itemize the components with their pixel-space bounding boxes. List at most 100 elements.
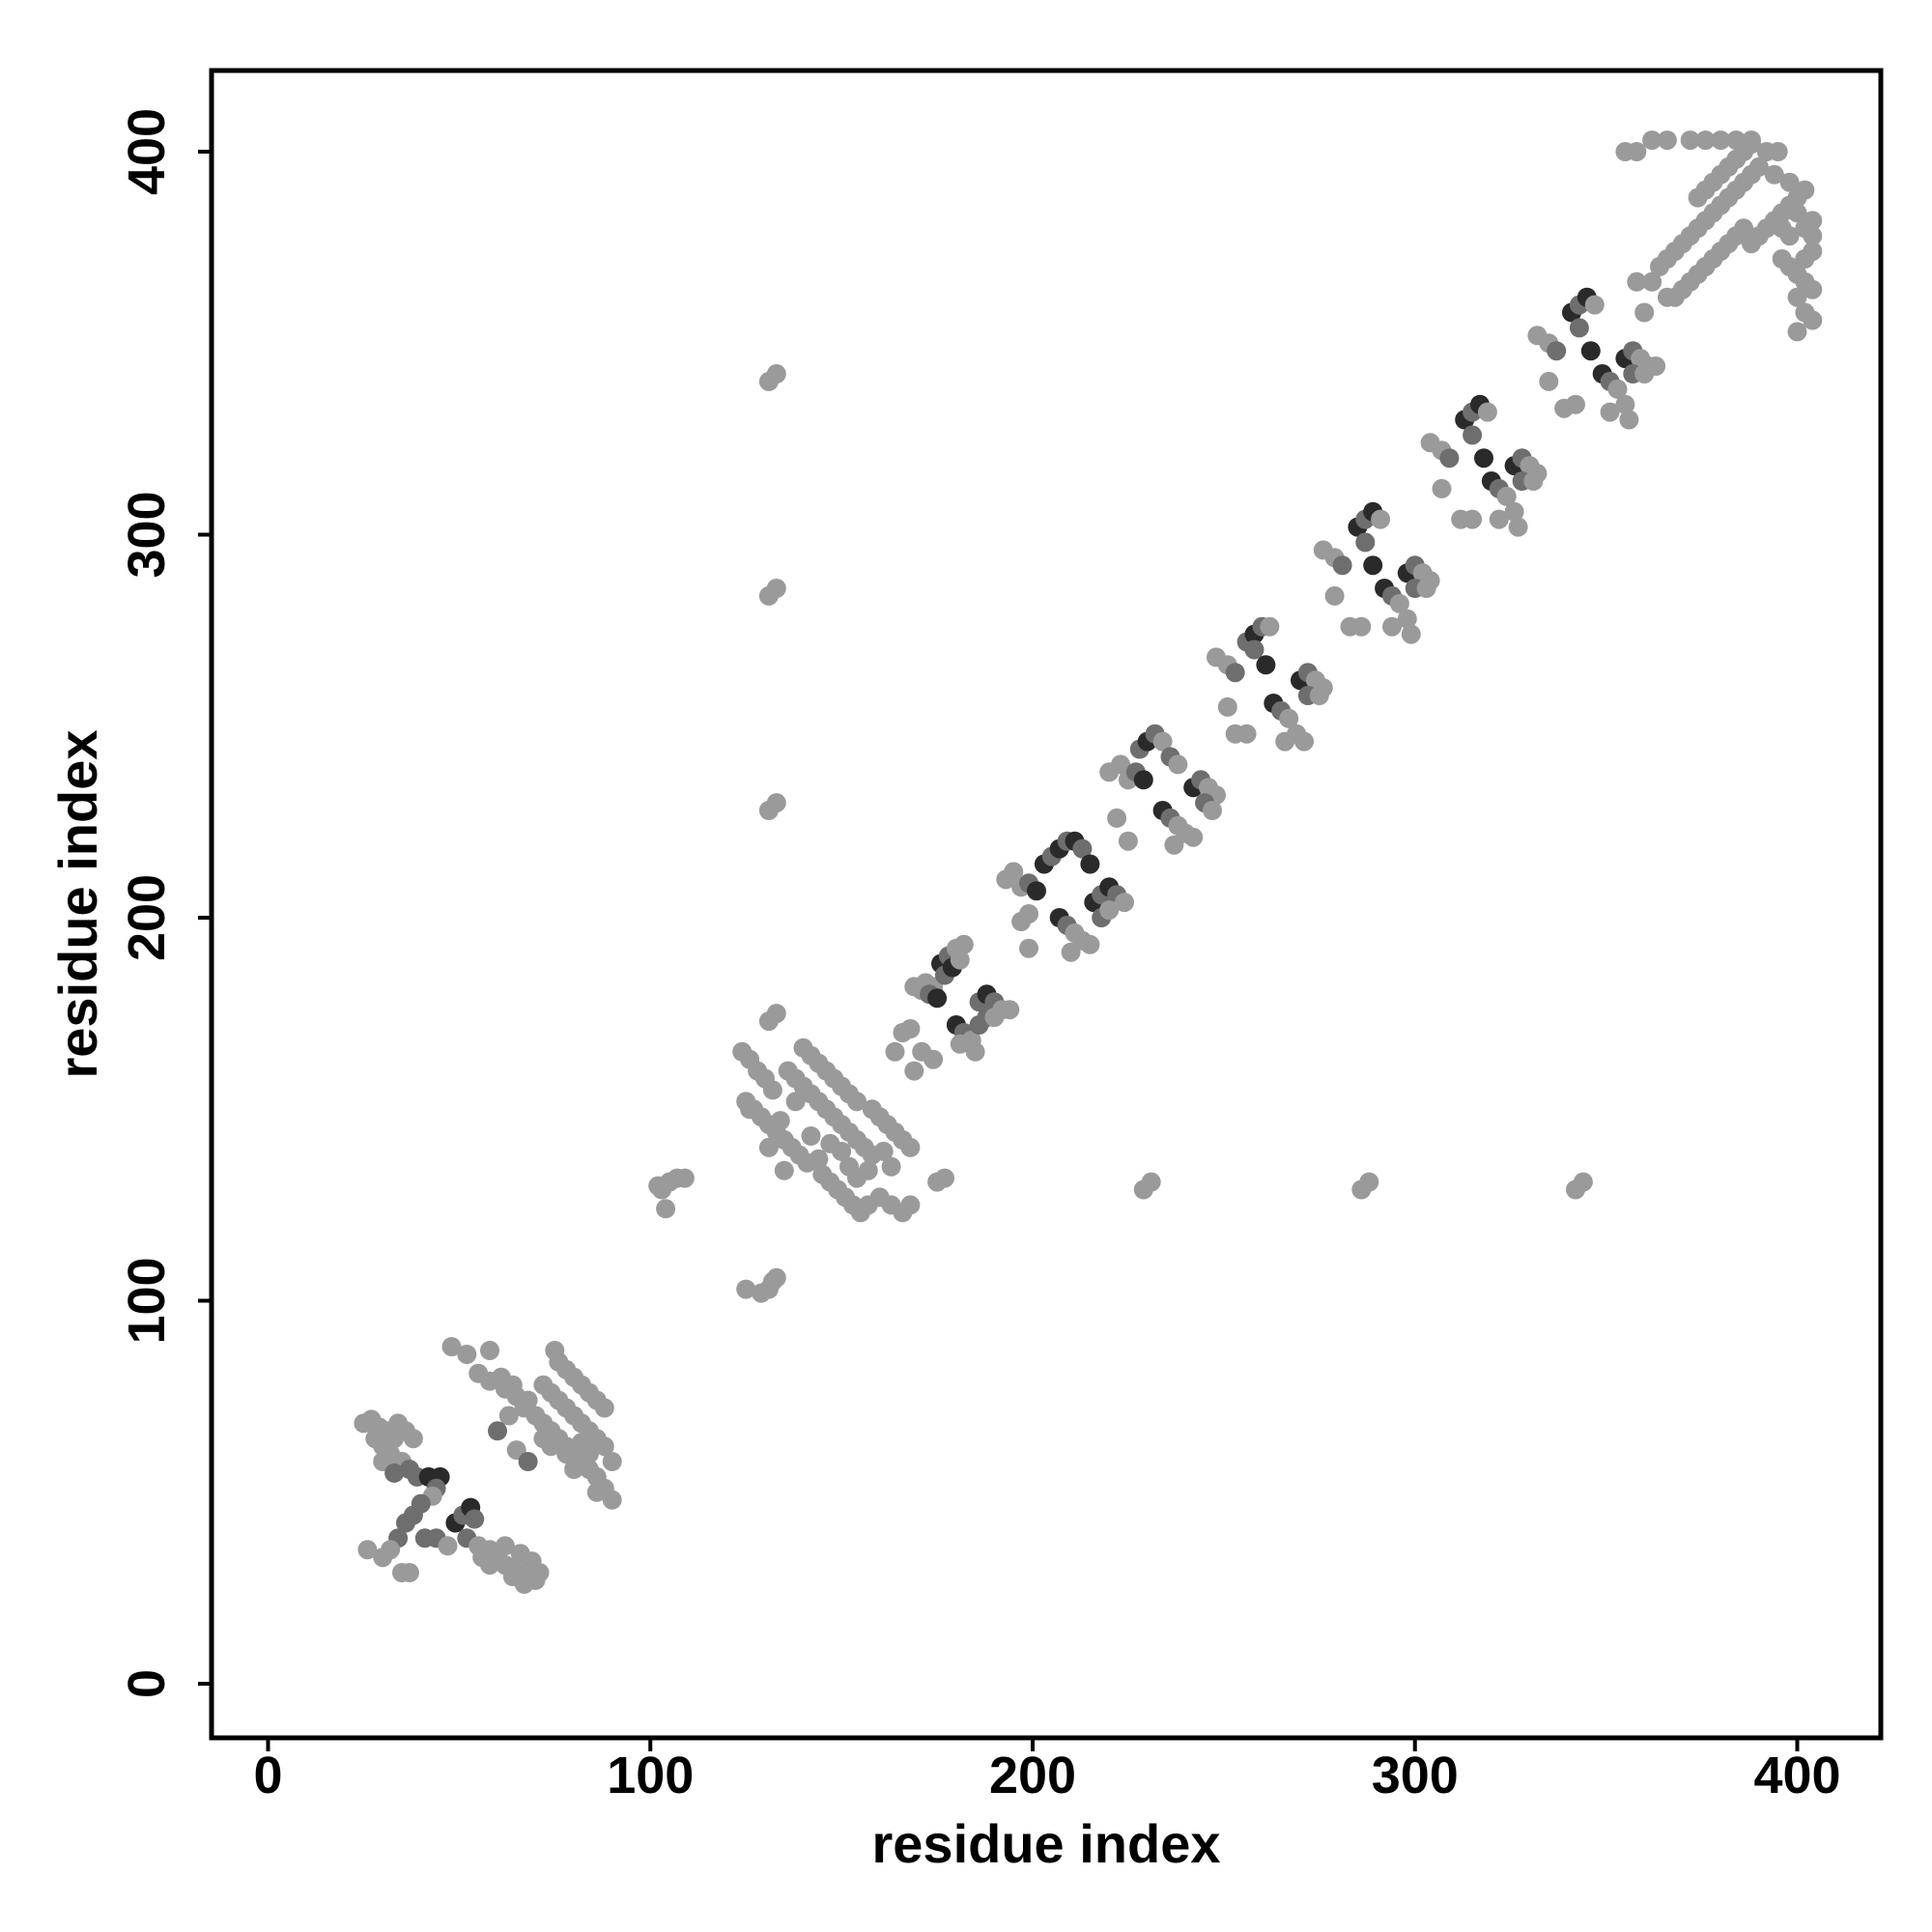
scatter-point	[1695, 130, 1716, 151]
scatter-point	[900, 1195, 921, 1215]
scatter-point	[396, 1513, 415, 1533]
scatter-point	[1000, 1000, 1020, 1020]
plot-frame	[209, 68, 1884, 1741]
scatter-point	[965, 1041, 985, 1062]
scatter-point	[529, 1563, 550, 1582]
scatter-point	[1657, 287, 1677, 307]
scatter-point	[472, 1548, 493, 1568]
scatter-point	[495, 1536, 515, 1556]
x-tick-label: 200	[989, 1747, 1076, 1804]
scatter-point	[1309, 686, 1329, 705]
scatter-point	[1615, 394, 1635, 414]
scatter-point	[1294, 731, 1314, 752]
scatter-point	[1657, 130, 1677, 151]
scatter-point	[648, 1176, 668, 1196]
scatter-point	[533, 1429, 554, 1449]
scatter-point	[1256, 655, 1276, 675]
scatter-point	[1795, 180, 1815, 200]
scatter-point	[1416, 579, 1436, 598]
scatter-point	[950, 950, 970, 970]
scatter-point	[357, 1540, 378, 1560]
scatter-point	[1523, 471, 1544, 491]
scatter-point	[1004, 862, 1024, 882]
scatter-point	[1118, 831, 1138, 851]
scatter-point	[847, 1092, 867, 1112]
scatter-point	[950, 1034, 970, 1054]
scatter-point	[1504, 501, 1524, 522]
scatter-point	[969, 1015, 989, 1035]
scatter-point	[1439, 448, 1460, 469]
scatter-point	[984, 1008, 1005, 1028]
scatter-point	[1634, 302, 1655, 323]
scatter-point	[579, 1444, 599, 1464]
scatter-point	[1141, 1172, 1161, 1192]
scatter-point	[1279, 708, 1299, 728]
scatter-point	[873, 1141, 894, 1161]
scatter-point	[1011, 912, 1032, 931]
scatter-point	[766, 1267, 786, 1288]
scatter-point	[480, 1341, 499, 1360]
scatter-point	[488, 1421, 507, 1441]
scatter-point	[900, 1137, 921, 1157]
scatter-point	[927, 988, 948, 1009]
scatter-point	[1580, 341, 1601, 361]
scatter-point	[1496, 486, 1517, 506]
scatter-point	[1080, 934, 1100, 954]
scatter-point	[1463, 509, 1483, 529]
scatter-point	[1401, 624, 1421, 644]
scatter-point	[1803, 279, 1823, 299]
scatter-point	[762, 1080, 782, 1100]
scatter-points	[354, 130, 1823, 1594]
scatter-point	[1111, 754, 1130, 775]
scatter-point	[602, 1490, 622, 1510]
scatter-point	[1382, 616, 1402, 637]
scatter-point	[1619, 410, 1639, 430]
scatter-point	[758, 1137, 779, 1157]
scatter-point	[1768, 142, 1788, 161]
scatter-point	[1260, 616, 1280, 637]
scatter-point	[1539, 371, 1559, 391]
scatter-point	[502, 1375, 523, 1395]
y-tick-label: 300	[118, 491, 176, 578]
scatter-point	[602, 1452, 622, 1471]
x-tick-label: 400	[1753, 1747, 1840, 1804]
scatter-point	[438, 1536, 458, 1556]
y-tick-label: 0	[118, 1669, 176, 1698]
scatter-point	[399, 1563, 419, 1582]
scatter-point	[1711, 130, 1731, 151]
scatter-point	[1508, 517, 1528, 537]
scatter-point	[1061, 942, 1081, 962]
scatter-point	[1164, 835, 1184, 855]
scatter-point	[1734, 218, 1754, 239]
scatter-point	[1432, 478, 1452, 498]
scatter-point	[586, 1482, 607, 1502]
x-tick-label: 0	[253, 1747, 282, 1804]
scatter-point	[1803, 226, 1823, 246]
scatter-point	[373, 1548, 393, 1568]
scatter-point	[1389, 593, 1409, 613]
scatter-point	[465, 1509, 485, 1529]
scatter-point	[904, 1061, 924, 1081]
scatter-point	[885, 1041, 905, 1062]
x-tick-label: 100	[607, 1747, 694, 1804]
scatter-point	[1107, 808, 1127, 828]
scatter-point	[766, 793, 786, 813]
scatter-point	[1764, 164, 1784, 185]
scatter-point	[1795, 249, 1815, 269]
scatter-point	[839, 1156, 859, 1177]
scatter-point	[1359, 1172, 1379, 1192]
scatter-point	[1726, 130, 1747, 151]
scatter-point	[1779, 172, 1800, 192]
scatter-point	[1787, 287, 1807, 307]
scatter-point	[1477, 402, 1497, 422]
scatter-point	[1547, 341, 1567, 361]
scatter-point	[1363, 555, 1383, 576]
scatter-point	[1607, 379, 1628, 399]
y-tick-label: 200	[118, 874, 176, 961]
scatter-point	[832, 1141, 852, 1161]
scatter-point	[1803, 310, 1823, 330]
scatter-point	[1573, 1172, 1593, 1192]
scatter-point	[556, 1444, 577, 1464]
scatter-point	[365, 1429, 385, 1449]
